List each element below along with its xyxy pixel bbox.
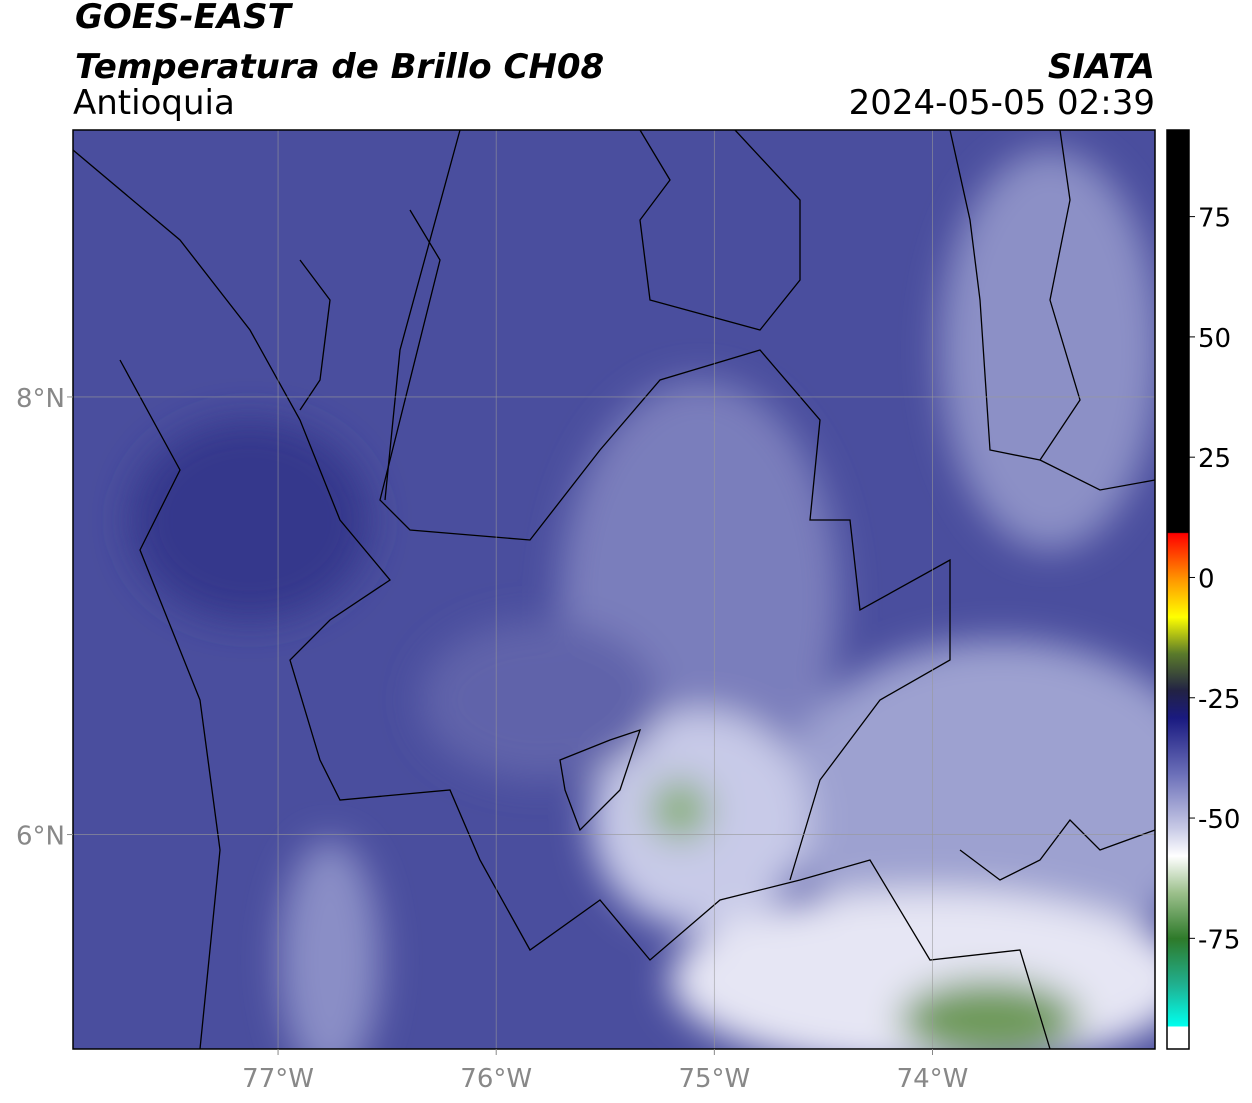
map-imagery [73,130,1155,1049]
colorbar-tick-label: -50 [1198,805,1240,835]
colorbar [1166,129,1190,1050]
colorbar-tick-label: 25 [1198,444,1231,474]
product-title: Temperatura de Brillo CH08 [75,47,604,87]
region: Antioquia [73,83,235,123]
colorbar-tick-label: -75 [1198,925,1240,955]
colorbar-tick-label: -25 [1198,685,1240,715]
colorbar-tick-label: 50 [1198,324,1231,354]
satellite-title: GOES-EAST [75,0,294,37]
map-frame [72,129,1156,1050]
colorbar-tick-label: 0 [1198,564,1215,594]
x-tick-label: 75°W [678,1064,750,1094]
source: SIATA [1048,47,1155,87]
y-tick-label: 6°N [16,822,65,852]
grid [73,130,1155,1049]
y-tick-label: 8°N [16,384,65,414]
x-tick-label: 77°W [242,1064,314,1094]
datetime: 2024-05-05 02:39 [849,83,1155,123]
x-tick-label: 74°W [897,1064,969,1094]
x-tick-label: 76°W [460,1064,532,1094]
colorbar-tick-label: 75 [1198,204,1231,234]
